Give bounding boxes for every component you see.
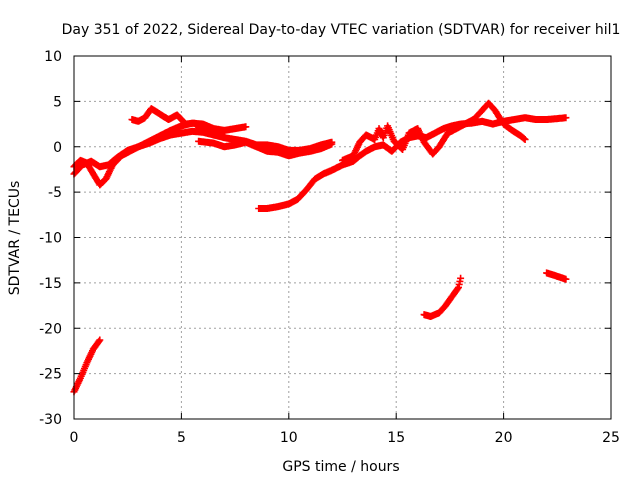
series-markers <box>128 105 228 140</box>
series-markers <box>339 99 529 164</box>
series-track-e <box>195 137 336 160</box>
series-markers <box>195 137 336 160</box>
series-markers <box>420 274 465 320</box>
series-track-g <box>339 99 529 164</box>
y-tick-label: -15 <box>39 276 62 292</box>
x-axis-label: GPS time / hours <box>282 459 399 475</box>
y-tick-label: 5 <box>53 94 62 110</box>
data-series <box>70 99 570 396</box>
y-tick-label: -25 <box>39 367 62 383</box>
x-tick-label: 15 <box>387 430 405 446</box>
axis-ticks: 0 5 10 15 20 25 -30 -25 -20 -15 -10 -5 0 5 10 <box>39 49 620 446</box>
y-tick-label: -30 <box>39 412 62 428</box>
y-tick-label: -20 <box>39 321 62 337</box>
x-tick-label: 25 <box>602 430 620 446</box>
y-axis-label: SDTVAR / TECUs <box>7 181 23 296</box>
y-tick-label: -5 <box>48 185 62 201</box>
x-tick-label: 0 <box>70 430 79 446</box>
series-markers <box>543 269 570 283</box>
series-track-d <box>128 105 228 140</box>
x-tick-label: 5 <box>177 430 186 446</box>
y-tick-label: 10 <box>44 49 62 65</box>
series-track-h <box>420 274 465 320</box>
x-tick-label: 10 <box>280 430 298 446</box>
y-tick-label: 0 <box>53 140 62 156</box>
x-tick-label: 20 <box>495 430 513 446</box>
y-tick-label: -10 <box>39 231 62 247</box>
series-track-i <box>543 269 570 283</box>
chart-title: Day 351 of 2022, Sidereal Day-to-day VTE… <box>62 22 621 38</box>
